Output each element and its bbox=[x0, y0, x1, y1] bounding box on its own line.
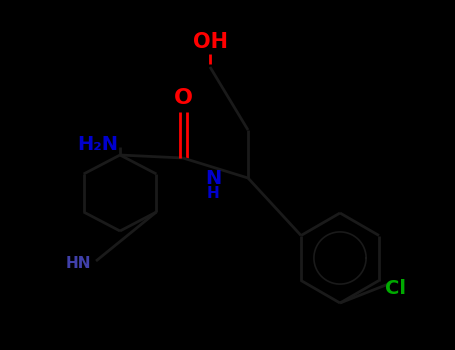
Text: Cl: Cl bbox=[385, 279, 406, 298]
Text: HN: HN bbox=[65, 256, 91, 271]
Text: N: N bbox=[205, 168, 221, 188]
Text: H: H bbox=[207, 187, 219, 202]
Text: O: O bbox=[173, 88, 192, 108]
Text: H₂N: H₂N bbox=[77, 135, 118, 154]
Text: OH: OH bbox=[192, 32, 228, 52]
